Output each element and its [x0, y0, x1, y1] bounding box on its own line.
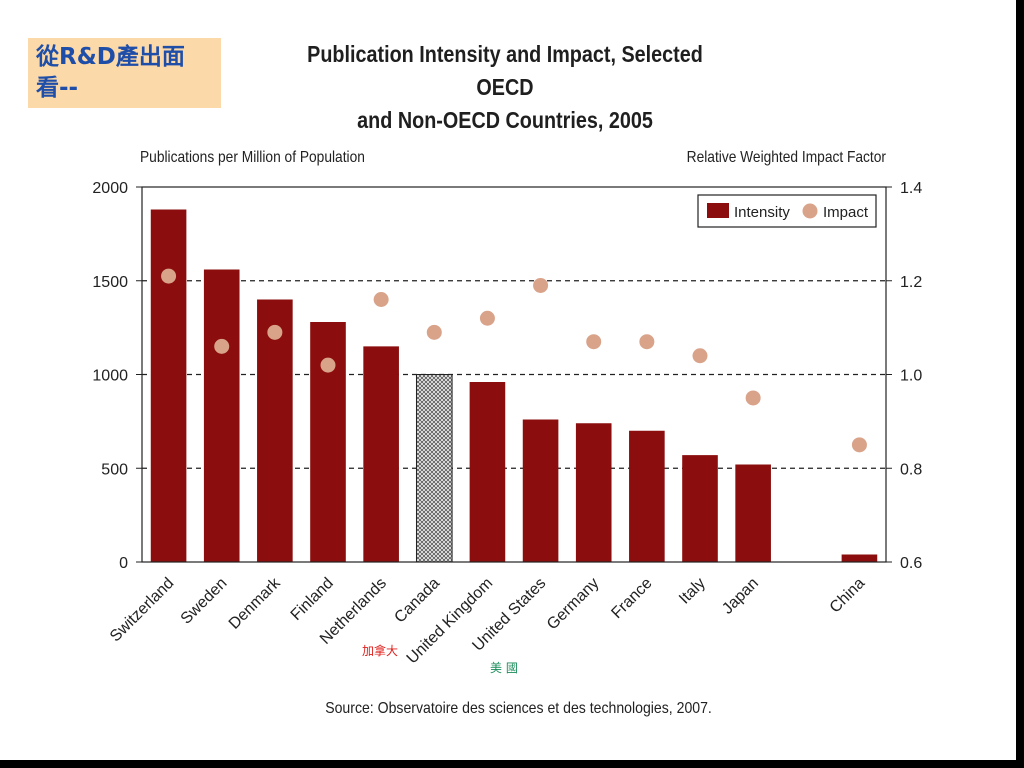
impact-dot-united-kingdom [479, 310, 495, 326]
y2-tick-label: 0.8 [900, 461, 922, 478]
legend-label-intensity: Intensity [734, 204, 790, 221]
y-tick-label: 1500 [92, 274, 128, 291]
chart-title-line-1: Publication Intensity and Impact, Select… [307, 41, 703, 100]
annotation-canada: 加拿大 [362, 644, 399, 658]
bar-united-kingdom [469, 382, 506, 562]
source-note: Source: Observatoire des sciences et des… [325, 700, 712, 717]
category-label-japan: Japan [719, 575, 762, 618]
category-label-switzerland: Switzerland [107, 575, 178, 646]
bar-japan [735, 464, 771, 562]
bar-france [629, 430, 665, 562]
impact-dot-italy [692, 348, 708, 364]
slide-frame-bottom [0, 760, 1024, 768]
impact-series [161, 268, 867, 453]
impact-dot-finland [320, 357, 336, 373]
impact-dot-sweden [214, 338, 230, 354]
legend-swatch-intensity [707, 203, 729, 218]
bar-germany [575, 423, 612, 562]
impact-dot-netherlands [373, 292, 389, 307]
category-label-italy: Italy [676, 575, 709, 608]
y-tick-label: 1000 [92, 368, 128, 385]
callout-line-2: 看-- [36, 75, 79, 101]
y-tick-label: 500 [101, 461, 128, 478]
annotation-united-states: 美 國 [490, 661, 518, 675]
impact-dot-denmark [267, 324, 283, 340]
bar-switzerland [150, 209, 187, 562]
bar-china [841, 554, 878, 562]
category-label-sweden: Sweden [178, 575, 231, 628]
callout-line-1: 從R&D產出面 [36, 44, 185, 70]
y2-tick-label: 1.4 [900, 180, 922, 197]
chart-title: Publication Intensity and Impact, Select… [299, 38, 712, 137]
category-label-finland: Finland [288, 575, 337, 624]
category-label-china: China [827, 575, 869, 617]
impact-dot-switzerland [161, 268, 177, 284]
category-label-germany: Germany [544, 575, 603, 634]
callout-box: 從R&D產出面 看-- [28, 38, 221, 108]
legend-label-impact: Impact [823, 204, 869, 221]
bar-series [150, 209, 878, 563]
impact-dot-united-states [533, 277, 549, 293]
legend-swatch-impact [802, 203, 818, 219]
grid-lines [142, 280, 886, 469]
bar-netherlands [363, 346, 399, 562]
bar-italy [682, 455, 718, 562]
y2-tick-label: 1.2 [900, 274, 922, 291]
impact-dot-japan [745, 390, 761, 406]
y2-tick-label: 1.0 [900, 368, 922, 385]
impact-dot-germany [586, 334, 602, 350]
y2-axis-title: Relative Weighted Impact Factor [686, 149, 886, 166]
y-tick-label: 0 [119, 555, 128, 572]
bar-united-states [522, 419, 559, 562]
category-label-canada: Canada [391, 575, 443, 627]
y2-tick-label: 0.6 [900, 555, 922, 572]
impact-dot-canada [426, 324, 442, 340]
y-axis-title: Publications per Million of Population [140, 149, 365, 166]
bar-denmark [257, 299, 293, 562]
legend: Intensity Impact [697, 194, 877, 228]
bar-canada [415, 374, 453, 563]
y-tick-label: 2000 [92, 180, 128, 197]
impact-dot-china [851, 437, 867, 453]
chart-title-line-2: and Non-OECD Countries, 2005 [357, 107, 653, 133]
impact-dot-france [639, 334, 655, 350]
slide-frame-right [1016, 0, 1024, 768]
category-label-denmark: Denmark [226, 574, 285, 633]
bar-sweden [203, 269, 240, 562]
category-label-france: France [608, 575, 655, 622]
